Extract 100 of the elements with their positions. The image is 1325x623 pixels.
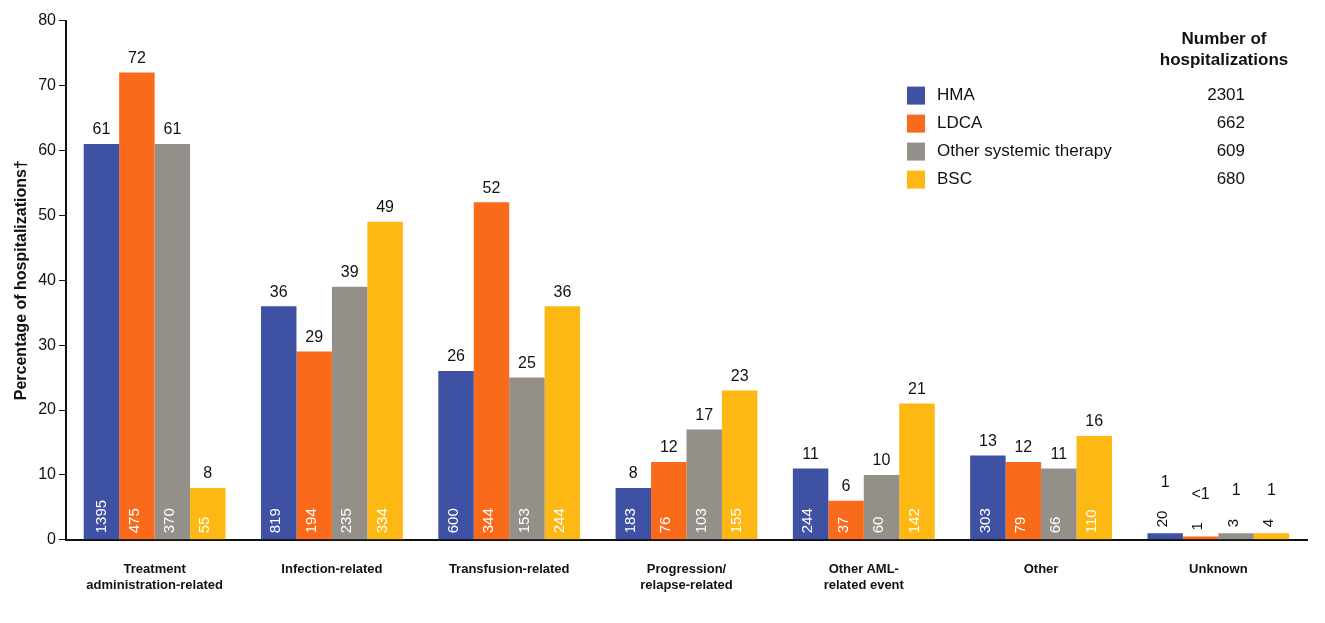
data-label: 1 <box>1231 481 1241 499</box>
annotation: 680 <box>1216 169 1245 189</box>
y-axis-title: Percentage of hospitalizations† <box>12 160 30 401</box>
bar <box>1218 533 1254 540</box>
y-tick-label: 40 <box>38 270 57 288</box>
data-label: <1 <box>1191 484 1210 502</box>
y-tick-label: 20 <box>38 400 57 418</box>
bar <box>615 487 652 540</box>
annotation: 244 <box>550 508 568 534</box>
bar <box>261 306 297 540</box>
annotation: 244 <box>798 508 816 534</box>
data-label: 16 <box>1085 412 1104 430</box>
data-label: 61 <box>92 120 111 138</box>
data-label: 61 <box>163 120 182 138</box>
x-tick-label: Infection-related <box>281 561 383 577</box>
data-label: 23 <box>730 366 749 384</box>
x-tick-label: Other AML- related event <box>823 561 905 592</box>
data-label: 12 <box>1014 438 1033 456</box>
annotation: 142 <box>904 508 922 534</box>
x-tick-label: Other <box>1023 561 1059 577</box>
annotation: 609 <box>1216 141 1245 161</box>
data-label: 21 <box>908 379 926 397</box>
data-label: 8 <box>203 464 213 482</box>
annotation: 344 <box>479 508 497 534</box>
bar <box>970 455 1006 540</box>
data-label: 26 <box>447 347 466 365</box>
data-label: 29 <box>305 328 324 345</box>
annotation: 3 <box>1223 518 1241 528</box>
data-label: 11 <box>802 444 820 462</box>
annotation: 819 <box>266 508 284 534</box>
bar <box>899 403 935 540</box>
legend-label: LDCA <box>937 113 984 133</box>
y-tick-label: 60 <box>38 140 57 158</box>
bar <box>154 143 191 540</box>
data-label: 13 <box>978 431 997 449</box>
bar <box>367 221 403 540</box>
annotation: 334 <box>372 508 390 534</box>
legend-label: Other systemic therapy <box>937 141 1113 161</box>
annotation: 235 <box>337 508 355 534</box>
bar <box>473 202 510 540</box>
data-label: 36 <box>553 282 572 300</box>
data-label: 6 <box>841 477 851 495</box>
bar <box>509 377 545 540</box>
data-label: 8 <box>628 464 638 482</box>
bar <box>296 351 332 540</box>
data-label: 10 <box>872 451 891 469</box>
bar <box>1253 533 1290 540</box>
annotation: 66 <box>1046 516 1064 534</box>
annotation: 600 <box>443 508 461 534</box>
annotation: 55 <box>195 516 213 534</box>
y-tick-label: 0 <box>47 530 57 548</box>
bar <box>83 143 120 540</box>
data-label: 1 <box>1267 481 1277 499</box>
data-label: 72 <box>128 48 146 66</box>
y-tick-label: 30 <box>38 335 57 353</box>
data-label: 25 <box>518 353 536 371</box>
bar <box>828 500 864 540</box>
annotation: 1 <box>1188 522 1206 531</box>
data-label: 17 <box>695 405 714 423</box>
annotation: 194 <box>301 508 319 534</box>
bar <box>331 286 368 540</box>
data-label: 11 <box>1050 444 1068 462</box>
data-label: 36 <box>269 282 288 300</box>
legend-label: BSC <box>937 169 972 189</box>
annotation: 183 <box>620 508 638 534</box>
bar <box>544 306 581 540</box>
bar <box>686 429 722 540</box>
data-label: 12 <box>659 438 678 456</box>
annotation: 475 <box>124 508 142 534</box>
bar <box>119 72 155 540</box>
bar <box>863 474 900 540</box>
annotation: 153 <box>514 508 532 534</box>
bar <box>651 461 687 540</box>
annotation: 155 <box>727 508 745 534</box>
legend-label: HMA <box>937 85 976 105</box>
annotation: 20 <box>1152 510 1170 528</box>
bar <box>792 468 829 540</box>
data-label: 52 <box>482 178 501 196</box>
x-tick-label: Progression/ relapse-related <box>640 561 733 592</box>
y-tick-label: 50 <box>38 205 57 223</box>
bar <box>721 390 758 540</box>
annotation: 79 <box>1010 516 1028 534</box>
annotation: 76 <box>656 516 674 534</box>
annotation: 303 <box>975 508 993 534</box>
bar <box>1005 461 1042 540</box>
data-label: 39 <box>340 263 359 281</box>
annotation: 110 <box>1081 509 1099 534</box>
annotation: 60 <box>869 516 887 534</box>
y-tick-label: 80 <box>38 11 57 29</box>
bar <box>1076 435 1112 540</box>
data-label: 49 <box>376 198 395 216</box>
legend-title: Number of hospitalizations <box>1159 28 1289 69</box>
annotation: 370 <box>160 508 178 534</box>
annotation: 662 <box>1216 113 1245 133</box>
x-tick-label: Unknown <box>1189 561 1248 577</box>
bar <box>1147 533 1183 540</box>
bar <box>190 487 226 540</box>
y-tick-label: 70 <box>38 75 57 93</box>
x-tick-label: Transfusion-related <box>448 561 570 577</box>
annotation: 4 <box>1259 518 1277 528</box>
